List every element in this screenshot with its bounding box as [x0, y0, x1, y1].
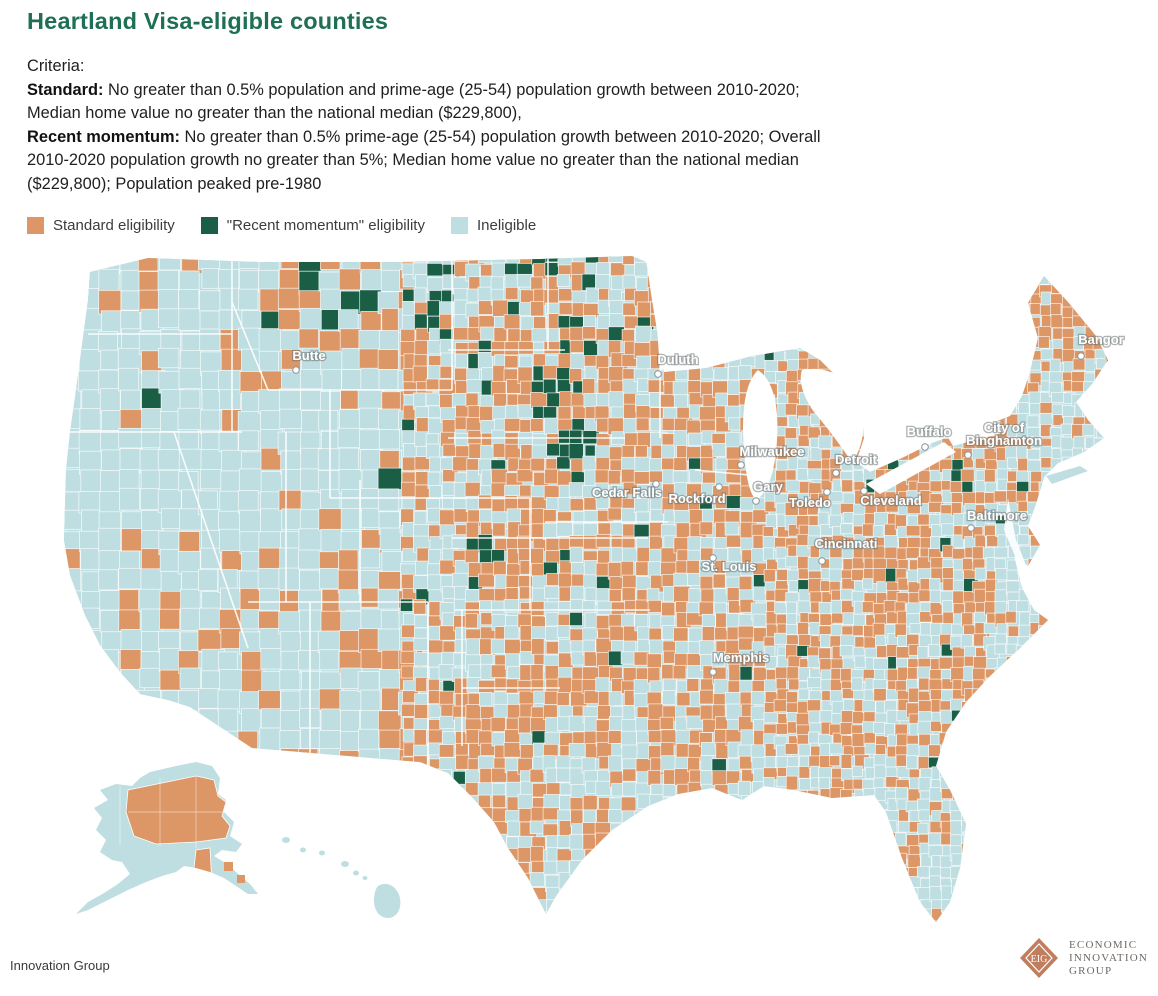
city-label: Cincinnati: [815, 536, 878, 551]
chesapeake-bay: [1004, 498, 1026, 568]
eig-logo-text: ECONOMIC INNOVATION GROUP: [1069, 939, 1148, 978]
header: Heartland Visa-eligible counties Criteri…: [27, 8, 839, 234]
long-island: [1046, 466, 1088, 484]
eig-logo-line-2: INNOVATION: [1068, 951, 1148, 964]
city-marker-city-of-binghamton: City of Binghamton: [964, 419, 1043, 459]
criteria-momentum-text: No greater than 0.5% prime-age (25-54) p…: [27, 127, 821, 193]
city-markers-layer: Butte Duluth Bangor Milwaukee Detroit Buffalo…: [291, 331, 1125, 676]
lake-erie: [866, 442, 956, 494]
city-marker-milwaukee: Milwaukee: [737, 443, 806, 469]
great-lakes-layer: [645, 252, 1026, 568]
city-label: Buffalo: [907, 424, 952, 439]
legend-swatch-standard-icon: [27, 216, 44, 234]
city-label: Toledo: [789, 495, 831, 510]
eig-logo-line-1: ECONOMIC: [1068, 938, 1138, 951]
city-label: Milwaukee: [739, 444, 804, 459]
city-marker-gary: Gary: [752, 478, 785, 505]
legend-label-standard: Standard eligibility: [53, 216, 175, 234]
criteria-text: Standard: No greater than 0.5% populatio…: [27, 79, 839, 197]
criteria-momentum-label: Recent momentum:: [27, 127, 180, 146]
city-label: Cedar Falls: [592, 485, 662, 500]
city-marker-rockford: Rockford: [667, 483, 727, 507]
city-marker-detroit: Detroit: [832, 451, 879, 477]
page-title: Heartland Visa-eligible counties: [27, 8, 389, 34]
eig-diamond-icon: EIG: [1019, 938, 1058, 978]
city-label: Bangor: [1078, 332, 1124, 347]
city-label: Baltimore: [967, 508, 1027, 523]
city-label: Butte: [292, 348, 325, 363]
criteria-block: Criteria: Standard: No greater than 0.5%…: [27, 55, 839, 197]
city-marker-baltimore: Baltimore: [966, 507, 1028, 532]
legend-label-ineligible: Ineligible: [476, 216, 537, 234]
hawaii-inset: [282, 837, 401, 918]
city-label: St. Louis: [702, 559, 757, 574]
criteria-standard-label: Standard:: [27, 80, 104, 99]
city-marker-cincinnati: Cincinnati: [813, 535, 879, 565]
city-label: Gary: [753, 479, 783, 494]
city-label: Detroit: [835, 452, 878, 467]
city-marker-duluth: Duluth: [654, 351, 700, 378]
city-marker-st-louis: St. Louis: [700, 554, 758, 575]
legend-item-momentum: "Recent momentum" eligibility: [200, 216, 425, 234]
criteria-standard-text: No greater than 0.5% population and prim…: [27, 80, 800, 123]
city-marker-butte: Butte: [291, 347, 327, 374]
lake-superior: [645, 252, 852, 372]
city-label: Cleveland: [860, 493, 921, 508]
criteria-label: Criteria:: [27, 57, 85, 75]
eig-logo-line-3: GROUP: [1068, 964, 1113, 977]
city-marker-cedar-falls: Cedar Falls: [591, 480, 663, 501]
city-marker-buffalo: Buffalo: [905, 423, 953, 451]
svg-text:EIG: EIG: [1031, 954, 1048, 965]
city-marker-cleveland: Cleveland: [859, 487, 923, 509]
city-label: City of Binghamton: [966, 420, 1042, 448]
legend-item-ineligible: Ineligible: [450, 216, 537, 234]
city-label: Rockford: [668, 491, 725, 506]
eig-logo: EIG ECONOMIC INNOVATION GROUP: [1018, 936, 1148, 980]
legend-swatch-momentum-icon: [200, 216, 218, 234]
city-label: Duluth: [657, 352, 698, 367]
legend-label-momentum: "Recent momentum" eligibility: [226, 216, 425, 234]
alaska-inset: [76, 762, 258, 914]
footer-credit: Innovation Group: [10, 958, 110, 973]
legend: Standard eligibility "Recent momentum" e…: [27, 216, 839, 234]
state-borders-layer: [70, 258, 761, 768]
city-marker-toledo: Toledo: [788, 488, 832, 511]
lake-huron: [800, 368, 864, 462]
lake-michigan: [743, 370, 778, 500]
legend-item-standard: Standard eligibility: [27, 216, 175, 234]
city-label: Memphis: [713, 650, 769, 665]
legend-swatch-ineligible-icon: [450, 216, 468, 234]
lake-ontario: [946, 421, 1006, 446]
city-marker-memphis: Memphis: [709, 649, 770, 676]
city-marker-bangor: Bangor: [1077, 331, 1125, 360]
